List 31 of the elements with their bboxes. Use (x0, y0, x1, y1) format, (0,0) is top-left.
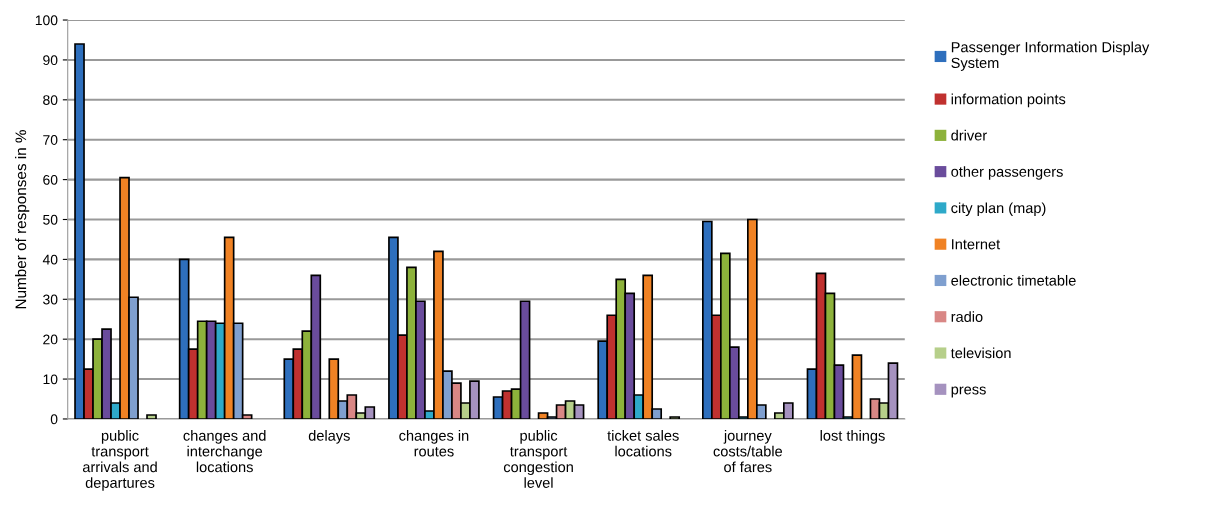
y-tick-label: 50 (43, 214, 58, 225)
legend-label: radio (951, 311, 983, 322)
x-tick-label: lost things (820, 430, 885, 444)
x-tick-label: public transport congestion level (503, 430, 573, 488)
legend-label: Internet (952, 239, 1001, 250)
legend-label: city plan (map) (951, 202, 1046, 217)
y-tick-label: 30 (43, 294, 58, 305)
y-tick-label: 90 (43, 55, 58, 66)
y-tick-label: 70 (43, 135, 58, 145)
x-tick-label: public transport arrivals and departures (82, 430, 157, 491)
legend-label: Passenger Information Display System (951, 41, 1150, 71)
legend-label: television (950, 347, 1011, 359)
legend-label: other passengers (951, 166, 1063, 180)
y-tick-label: 0 (50, 414, 58, 425)
y-tick-label: 20 (43, 334, 58, 345)
legend-label: driver (951, 129, 987, 141)
x-tick-label: changes in routes (399, 430, 469, 457)
legend-label: electronic timetable (951, 274, 1076, 286)
y-tick-label: 10 (43, 374, 58, 385)
y-tick-label: 60 (43, 174, 58, 185)
y-axis-title: Number of responses in % (15, 130, 30, 309)
legend-label: information points (951, 93, 1066, 108)
x-tick-label: delays (308, 430, 350, 444)
y-tick-label: 100 (35, 15, 58, 26)
y-tick-label: 80 (43, 95, 58, 105)
x-tick-label: changes and interchange locations (183, 430, 266, 473)
legend-label: press (951, 386, 986, 398)
y-tick-label: 40 (42, 254, 58, 265)
bar (146, 414, 157, 419)
x-tick-label: ticket sales locations (607, 430, 679, 457)
x-tick-label: journey costs/table of fares (713, 430, 783, 473)
